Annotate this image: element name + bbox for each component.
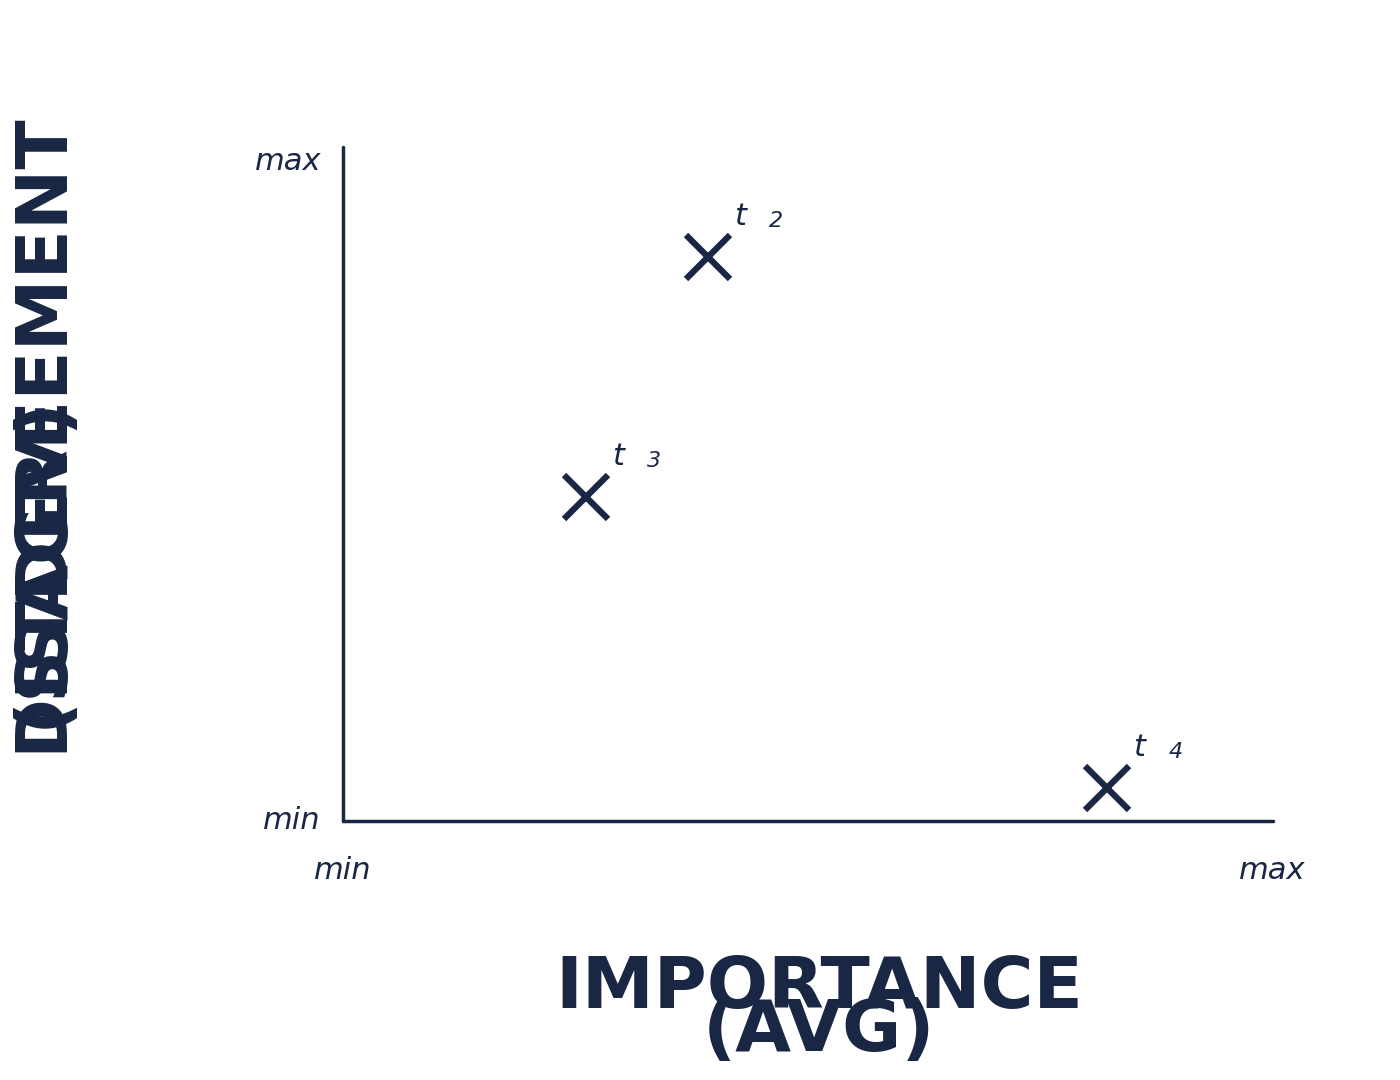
- Text: t: t: [734, 202, 746, 231]
- Text: min: min: [263, 807, 321, 835]
- Text: (STDEV): (STDEV): [7, 395, 77, 728]
- Text: max: max: [1239, 856, 1306, 886]
- Text: t: t: [612, 442, 624, 471]
- Text: (AVG): (AVG): [703, 997, 935, 1066]
- Text: max: max: [255, 147, 321, 176]
- Text: min: min: [314, 856, 371, 886]
- Text: 3: 3: [647, 450, 661, 471]
- Text: 2: 2: [769, 211, 783, 231]
- Text: DISAGREEMENT: DISAGREEMENT: [7, 112, 77, 752]
- Text: t: t: [1134, 733, 1145, 762]
- Text: 4: 4: [1168, 742, 1183, 762]
- Text: IMPORTANCE: IMPORTANCE: [554, 954, 1084, 1023]
